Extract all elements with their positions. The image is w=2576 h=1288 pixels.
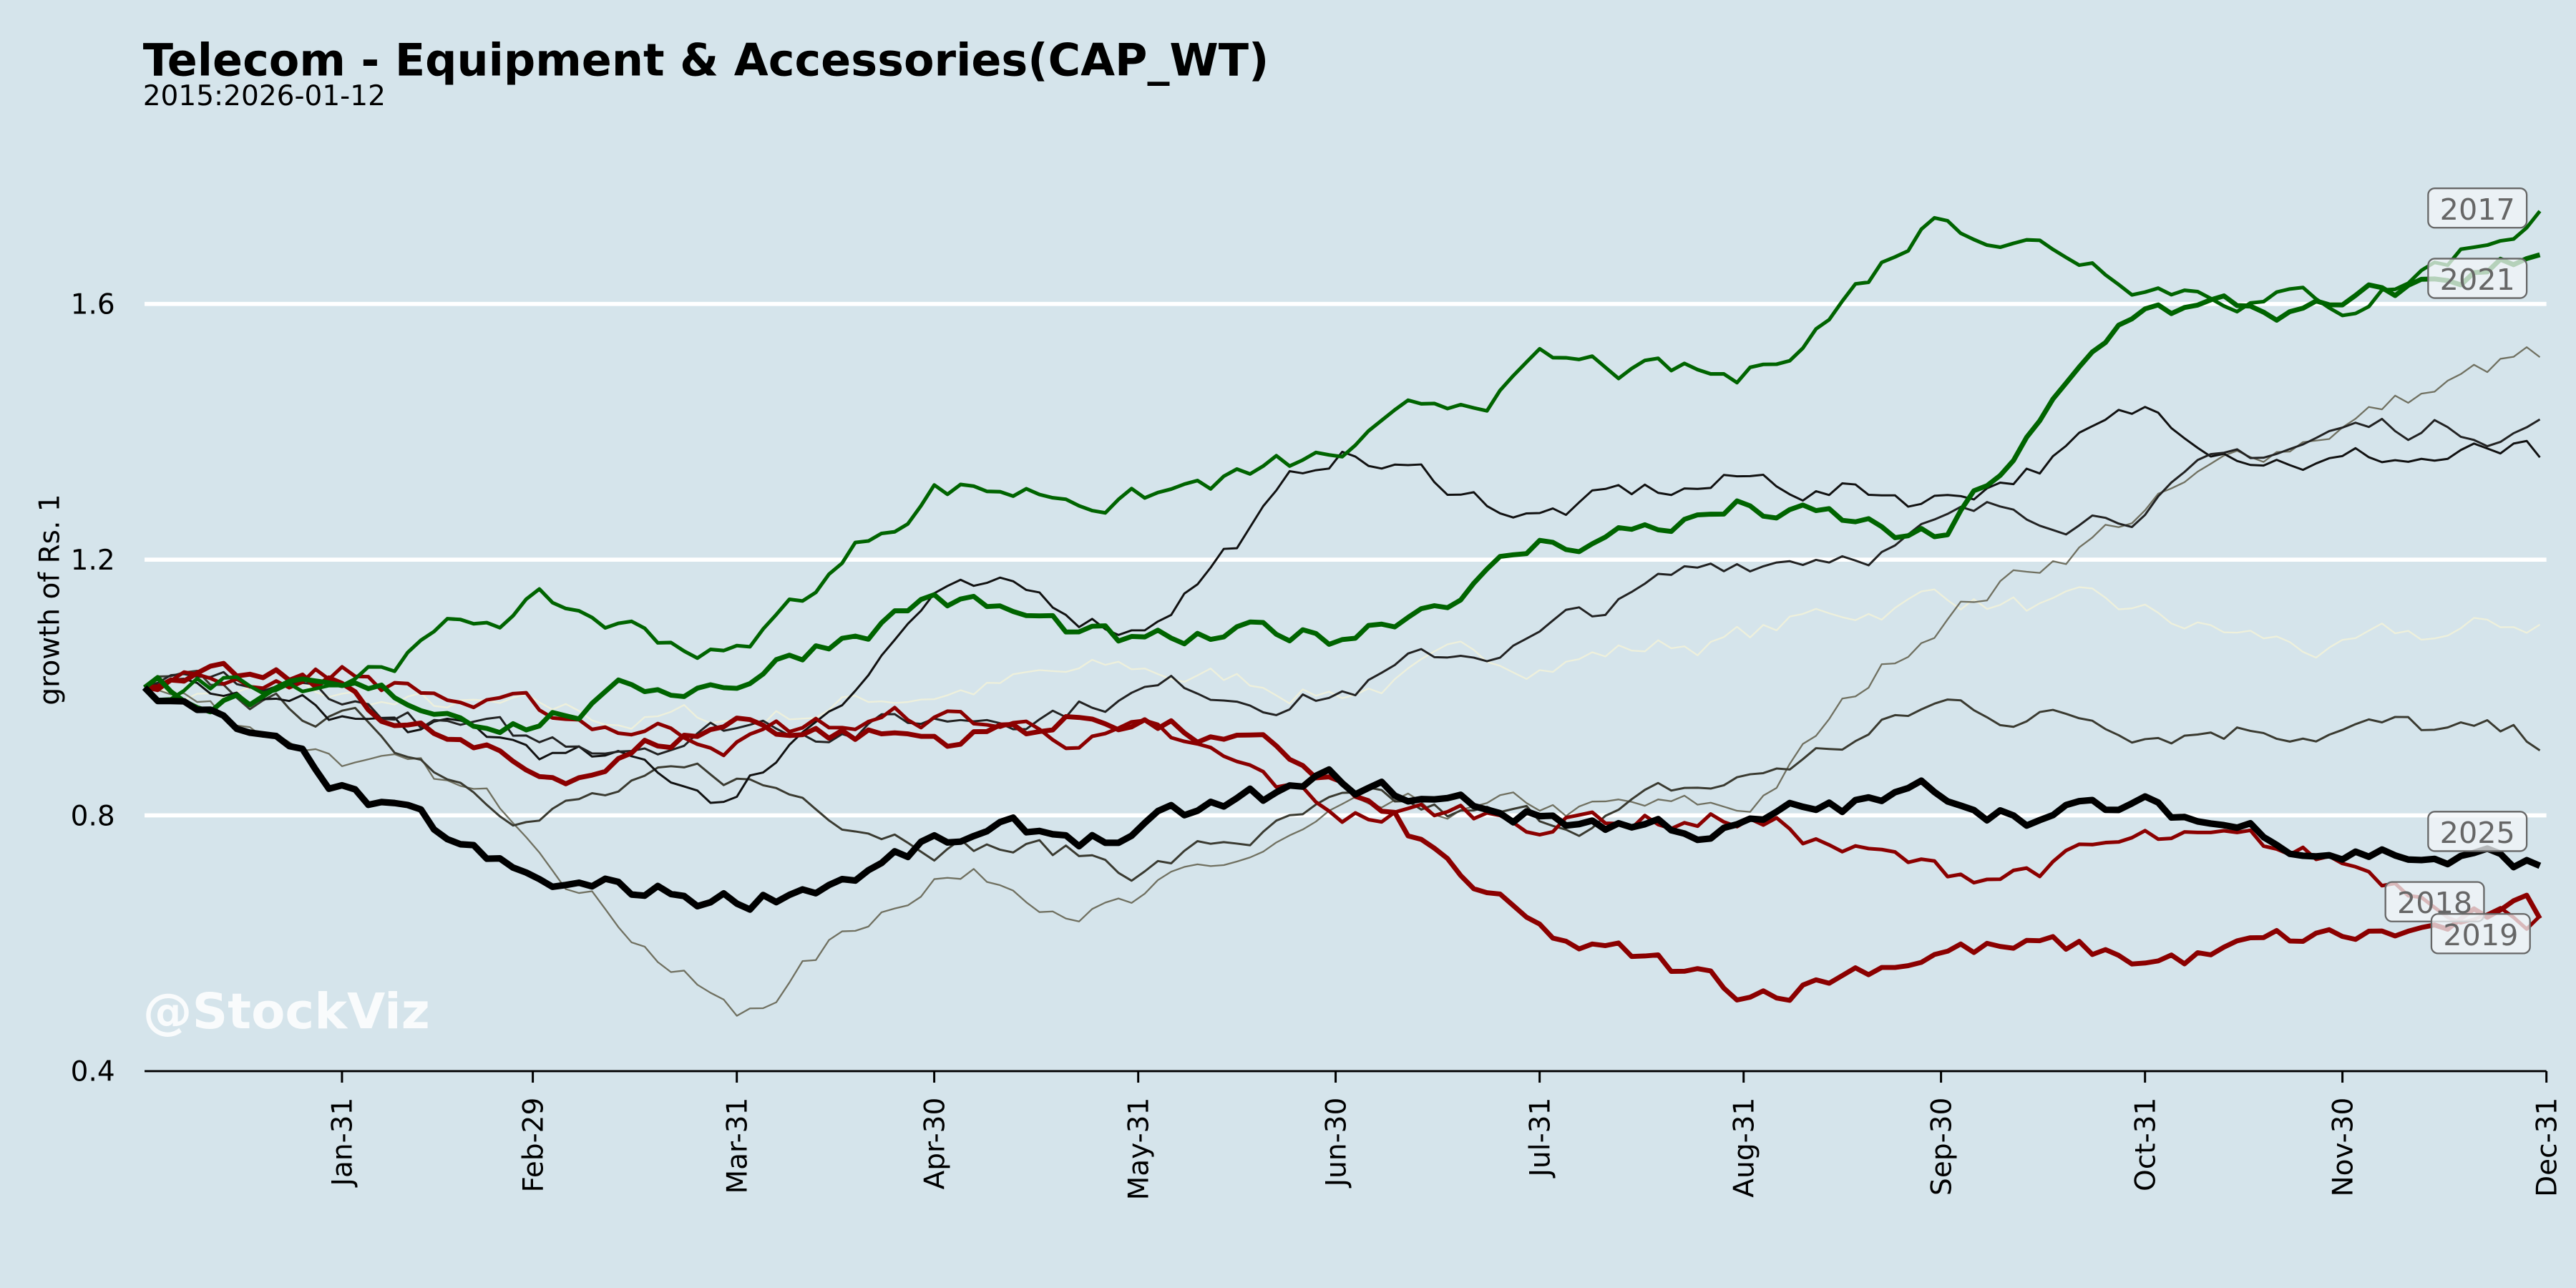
x-tick-label: Nov-30 xyxy=(2327,1098,2359,1197)
series-label-box xyxy=(2427,258,2528,299)
x-tick-label: Jan-31 xyxy=(327,1098,359,1189)
y-tick-label: 0.8 xyxy=(71,800,115,832)
series-line-2021 xyxy=(142,252,2541,736)
series-line-blackB xyxy=(144,417,2541,756)
series-line-2017 xyxy=(143,210,2542,702)
x-tick-label: Feb-29 xyxy=(517,1098,550,1193)
x-tick-label: Apr-30 xyxy=(919,1098,951,1190)
y-tick-label: 0.4 xyxy=(71,1056,115,1088)
y-axis-label: growth of Rs. 1 xyxy=(34,494,67,705)
x-tick-label: Dec-31 xyxy=(2531,1098,2563,1197)
series-line-faint xyxy=(145,586,2541,730)
series-lines xyxy=(142,210,2542,1017)
series-label-box xyxy=(2430,913,2531,955)
series-label-box xyxy=(2427,187,2528,229)
series-label-2021: 2021 xyxy=(2440,263,2515,297)
series-label-2025: 2025 xyxy=(2440,816,2515,850)
series-label-box xyxy=(2427,811,2528,852)
series-line-blackA xyxy=(144,406,2541,804)
y-tick-label: 1.6 xyxy=(71,289,115,321)
y-axis-ticks: 0.4 0.8 1.2 1.6 xyxy=(71,289,115,1088)
series-label-2019: 2019 xyxy=(2443,918,2518,952)
watermark: @StockViz xyxy=(143,983,430,1040)
x-tick-label: May-31 xyxy=(1123,1098,1155,1201)
x-tick-label: Jul-31 xyxy=(1524,1098,1556,1179)
x-tick-label: Mar-31 xyxy=(721,1098,753,1194)
chart-subtitle: 2015:2026-01-12 xyxy=(143,80,386,112)
series-line-2025 xyxy=(142,685,2542,913)
series-line-grey xyxy=(144,346,2541,1017)
x-tick-label: Aug-31 xyxy=(1729,1098,1761,1198)
x-tick-label: Jun-30 xyxy=(1320,1098,1352,1189)
x-tick-label: Oct-31 xyxy=(2129,1098,2162,1191)
y-tick-label: 1.2 xyxy=(71,545,115,577)
x-tick-label: Sep-30 xyxy=(1926,1098,1958,1196)
series-label-2017: 2017 xyxy=(2440,192,2515,227)
x-axis-ticks: Jan-31 Feb-29 Mar-31 Apr-30 May-31 Jun-30 Jul-… xyxy=(327,1070,2563,1201)
series-line-2018 xyxy=(144,665,2542,931)
chart-title: Telecom - Equipment & Accessories(CAP_WT… xyxy=(143,34,1269,87)
series-line-darkgrey xyxy=(144,669,2541,882)
